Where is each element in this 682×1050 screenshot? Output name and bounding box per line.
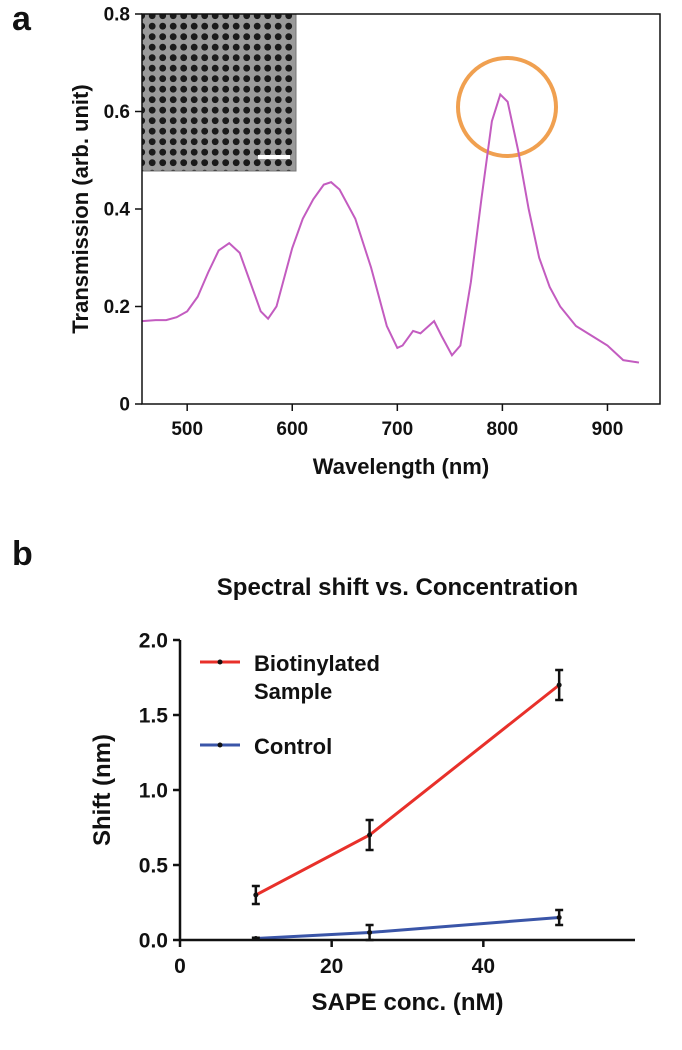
panel-label: a: [12, 0, 32, 38]
y-tick-label: 1.5: [139, 704, 169, 727]
axes: [178, 640, 635, 942]
y-tick-label: 0.4: [104, 200, 131, 221]
x-tick-label: 0: [174, 955, 186, 978]
x-tick-label: 900: [592, 419, 624, 440]
y-tick-label: 0: [119, 395, 130, 416]
x-tick-label: 500: [171, 419, 203, 440]
y-tick-label: 1.0: [139, 779, 168, 802]
legend-label: Control: [254, 734, 333, 759]
x-tick-label: 600: [276, 419, 308, 440]
data-point: [556, 682, 562, 688]
data-point: [253, 892, 259, 898]
x-axis-label: Wavelength (nm): [313, 454, 489, 479]
data-point: [556, 915, 562, 920]
y-axis-label: Shift (nm): [89, 734, 116, 846]
y-tick-label: 2.0: [139, 629, 168, 652]
x-tick-label: 40: [472, 955, 495, 978]
panel-label: b: [12, 535, 33, 573]
x-axis-label: SAPE conc. (nM): [311, 989, 503, 1016]
data-line: [255, 683, 561, 897]
legend-dot: [217, 659, 223, 665]
y-tick-label: 0.8: [104, 5, 130, 26]
axes: [141, 13, 661, 405]
data-point: [367, 930, 373, 935]
x-tick-label: 800: [487, 419, 519, 440]
highlight-circle: [456, 56, 558, 158]
inset-image: [141, 13, 297, 172]
y-tick-label: 0.5: [139, 854, 169, 877]
x-tick-label: 700: [381, 419, 413, 440]
y-tick-label: 0.2: [104, 297, 130, 318]
legend-dot: [217, 742, 223, 748]
legend-label: Biotinylated Sample: [254, 651, 380, 704]
x-tick-label: 20: [320, 955, 343, 978]
y-tick-label: 0.6: [104, 102, 130, 123]
data-line: [141, 92, 640, 364]
y-axis-label: Transmission (arb. unit): [68, 84, 93, 333]
data-point: [367, 832, 373, 838]
y-tick-label: 0.0: [139, 929, 168, 952]
data-line: [255, 916, 560, 940]
chart-title: Spectral shift vs. Concentration: [217, 574, 578, 601]
